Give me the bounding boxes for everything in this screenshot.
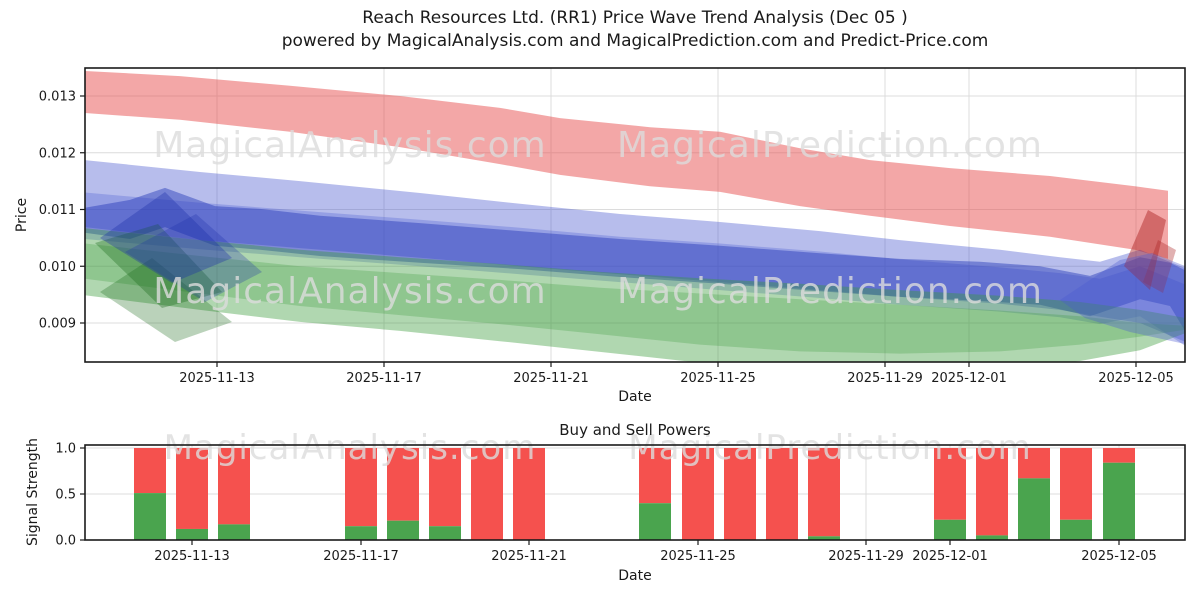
x-tick-label: 2025-12-01 — [931, 371, 1007, 386]
wave-bands — [85, 71, 1185, 362]
buy-power-bar-2025-11-18 — [387, 520, 419, 540]
sell-power-bar-2025-11-20 — [471, 448, 503, 540]
x-tick-label: 2025-11-21 — [491, 549, 567, 564]
y-tick-label: 1.0 — [55, 442, 76, 457]
price-axis-label: Price — [14, 197, 30, 233]
price-wave-core-band — [85, 187, 1185, 331]
buy-power-bar-2025-11-17 — [345, 526, 377, 540]
sell-power-bar-2025-11-26 — [724, 448, 756, 540]
buy-power-bar-2025-11-28 — [808, 536, 840, 540]
sell-power-bar-2025-12-04 — [1060, 448, 1092, 520]
x-tick-label: 2025-11-13 — [179, 371, 255, 386]
sell-power-bar-2025-12-02 — [976, 448, 1008, 536]
blue-end-fan — [1060, 253, 1185, 344]
buy-sell-plot — [85, 445, 1185, 541]
x-tick-label: 2025-11-25 — [660, 549, 736, 564]
sell-power-bar-2025-12-05 — [1103, 448, 1135, 463]
buy-power-bar-2025-11-24 — [639, 503, 671, 540]
x-tick-label: 2025-12-05 — [1081, 549, 1157, 564]
buy-power-bar-2025-11-12 — [134, 493, 166, 540]
y-tick-label: 0.009 — [39, 317, 76, 332]
chart-title: Reach Resources Ltd. (RR1) Price Wave Tr… — [362, 8, 908, 28]
signal-strength-axis-label: Signal Strength — [25, 437, 41, 547]
price-wave-mid-band — [85, 192, 1185, 346]
watermark-text: MagicalAnalysis.com — [164, 428, 537, 468]
sell-power-bar-2025-11-21 — [513, 448, 545, 540]
date-axis-label-bottom: Date — [618, 568, 652, 584]
plot-border — [84, 444, 1186, 541]
sell-power-bar-2025-11-25 — [682, 448, 714, 540]
watermark-text: MagicalPrediction.com — [617, 125, 1043, 166]
y-tick-label: 0.010 — [39, 260, 76, 275]
sell-power-bar-2025-11-24 — [639, 448, 671, 504]
y-tick-label: 0.0 — [55, 534, 76, 549]
buy-power-bar-2025-12-01 — [934, 519, 966, 540]
red-end-spike-2 — [1143, 240, 1176, 293]
green-wave-zigzag-2 — [100, 258, 232, 342]
price-wave-outer-band — [85, 160, 1185, 342]
y-tick-label: 0.013 — [39, 90, 76, 105]
blue-wave-zigzag-2 — [125, 214, 262, 302]
power-chart-title: Buy and Sell Powers — [559, 421, 711, 439]
watermark-text: MagicalAnalysis.com — [153, 271, 546, 312]
sell-power-bar-2025-11-28 — [808, 448, 840, 537]
chart-subtitle: powered by MagicalAnalysis.com and Magic… — [281, 31, 989, 51]
plot-border — [84, 67, 1186, 363]
blue-wave-zigzag-1 — [100, 192, 232, 283]
x-tick-label: 2025-11-13 — [154, 549, 230, 564]
red-end-spike-1 — [1124, 210, 1166, 290]
watermark-text: MagicalAnalysis.com — [153, 125, 546, 166]
buy-power-bar-2025-12-05 — [1103, 462, 1135, 540]
date-axis-label-top: Date — [618, 389, 652, 405]
x-tick-label: 2025-11-21 — [513, 371, 589, 386]
sell-power-bar-2025-11-17 — [345, 448, 377, 527]
sell-power-bar-2025-11-12 — [134, 448, 166, 494]
x-tick-label: 2025-11-29 — [828, 549, 904, 564]
price-wave-chart-axes: 2025-11-13 2025-11-17 2025-11-21 2025-11-25… — [39, 67, 1186, 386]
y-tick-label: 0.011 — [39, 203, 76, 218]
sell-power-bar-2025-11-27 — [766, 448, 798, 540]
x-tick-label: 2025-12-05 — [1098, 371, 1174, 386]
sell-power-bar-2025-11-18 — [387, 448, 419, 521]
y-tick-label: 0.012 — [39, 146, 76, 161]
buy-power-bar-2025-11-19 — [429, 526, 461, 540]
x-tick-label: 2025-11-17 — [323, 549, 399, 564]
sell-power-bar-2025-11-13 — [176, 448, 208, 529]
sell-power-bar-2025-11-14 — [218, 448, 250, 525]
buy-zone-mid-band — [85, 243, 1185, 354]
x-tick-label: 2025-12-01 — [912, 549, 988, 564]
y-tick-label: 0.5 — [55, 488, 76, 503]
buy-power-bar-2025-11-13 — [176, 528, 208, 540]
buy-sell-power-chart-axes: 2025-11-13 2025-11-17 2025-11-21 2025-11-25… — [55, 442, 1186, 564]
watermark-text: MagicalPrediction.com — [628, 428, 1032, 468]
sell-zone-band — [85, 71, 1168, 259]
x-tick-label: 2025-11-25 — [680, 371, 756, 386]
x-tick-label: 2025-11-17 — [346, 371, 422, 386]
green-wave-zigzag-1 — [95, 224, 222, 308]
buy-power-bar-2025-12-02 — [976, 535, 1008, 540]
sell-power-bar-2025-12-03 — [1018, 448, 1050, 479]
sell-power-bar-2025-11-19 — [429, 448, 461, 527]
sell-power-bar-2025-12-01 — [934, 448, 966, 520]
buy-zone-outer-band — [85, 228, 1185, 362]
x-tick-label: 2025-11-29 — [847, 371, 923, 386]
watermark-text: MagicalPrediction.com — [617, 271, 1043, 312]
buy-power-bar-2025-12-03 — [1018, 478, 1050, 540]
buy-power-bar-2025-12-04 — [1060, 519, 1092, 540]
buy-power-bar-2025-11-14 — [218, 524, 250, 540]
